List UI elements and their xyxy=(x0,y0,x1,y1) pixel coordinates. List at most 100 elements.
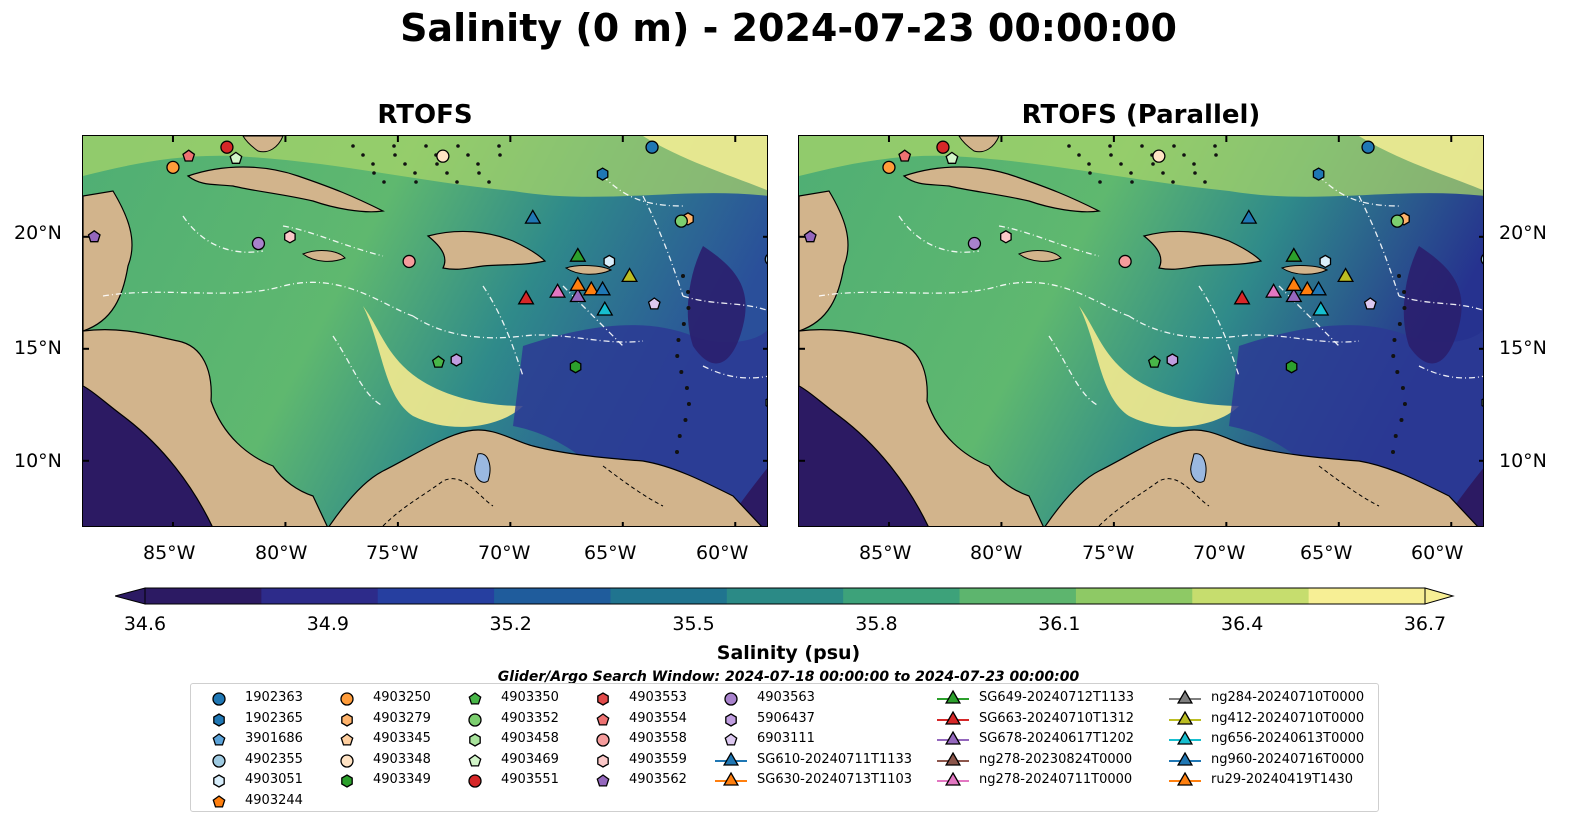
legend-glider-SG649-20240712T1133 xyxy=(944,689,962,704)
cuba-landmass xyxy=(902,166,1101,213)
map-panel-rtofs[interactable] xyxy=(82,135,768,527)
legend-marker-4903554 xyxy=(596,712,610,726)
legend-item-label: SG678-20240617T1202 xyxy=(979,731,1135,746)
florida-landmass xyxy=(242,136,284,153)
legend-item-label: 4903349 xyxy=(373,772,431,787)
legend-item-label: 4903350 xyxy=(501,690,559,705)
legend-marker-6903111 xyxy=(724,733,738,746)
legend-marker-4903458 xyxy=(469,733,481,747)
argo-marker-4903563 xyxy=(251,236,266,251)
central-america-landmass xyxy=(799,329,1044,526)
glider-marker-SG678-20240617T1202 xyxy=(1285,287,1303,303)
legend-item-label: ng284-20240710T0000 xyxy=(1211,690,1365,705)
lat-label-20n-right: 20°N xyxy=(1499,222,1547,244)
legend-item-label: SG649-20240712T1133 xyxy=(979,690,1135,705)
argo-marker-1902363 xyxy=(1361,140,1375,154)
colorbar-tick-label: 36.7 xyxy=(1403,613,1447,635)
panel-title-rtofs-parallel: RTOFS (Parallel) xyxy=(1021,100,1261,130)
pacific-ocean xyxy=(799,386,929,526)
salinity-map-rtofs-parallel[interactable] xyxy=(799,136,1484,527)
legend-item-label: 4903553 xyxy=(629,690,687,705)
argo-marker-4903352 xyxy=(1390,214,1404,228)
legend-glider-SG678-20240617T1202 xyxy=(944,730,962,745)
argo-marker-4903563 xyxy=(967,236,982,251)
legend-glider-SG663-20240710T1312 xyxy=(944,710,962,725)
lat-label-20n-left: 20°N xyxy=(14,222,62,244)
eastern-low-salinity-area xyxy=(513,325,767,526)
argo-marker-4903469 xyxy=(229,151,243,164)
glider-marker-SG610-20240711T1133 xyxy=(1240,209,1258,224)
legend-item-label: 4903244 xyxy=(245,792,303,808)
hispaniola-landmass xyxy=(1142,230,1263,270)
salinity-map-rtofs[interactable] xyxy=(83,136,768,527)
legend-glider-ru29-20240419T1430 xyxy=(1176,771,1194,786)
argo-marker-4903562 xyxy=(803,230,817,243)
colorbar-segment xyxy=(610,588,728,604)
legend-item-label: 3901686 xyxy=(245,731,303,746)
lat-label-15n-right: 15°N xyxy=(1499,337,1547,359)
legend-item-label: SG663-20240710T1312 xyxy=(979,710,1135,726)
glider-marker-ng412-20240710T0000 xyxy=(1337,267,1355,283)
legend-glider-ng278-20240711T0000 xyxy=(944,771,962,786)
legend-item-label: 4903469 xyxy=(501,751,559,767)
colorbar-segment xyxy=(726,588,844,604)
argo-marker-1902363 xyxy=(645,140,659,154)
argo-marker-5906437 xyxy=(450,353,463,367)
legend-glider-ng656-20240613T0000 xyxy=(1176,730,1194,745)
colorbar-tick-label: 35.5 xyxy=(672,613,715,635)
colorbar-tick-label: 36.4 xyxy=(1220,613,1264,635)
argo-marker-4903348 xyxy=(1152,149,1166,163)
glider-marker-SG630-20240713T1103 xyxy=(1298,280,1316,296)
legend-marker-4903350 xyxy=(468,692,482,705)
colorbar-tick-label: 34.9 xyxy=(306,613,349,635)
legend-marker-4903562 xyxy=(596,774,610,787)
lon-label-65w-left: 65°W xyxy=(584,542,637,564)
legend-marker-4903345 xyxy=(340,733,354,746)
argo-marker-4903554 xyxy=(182,149,196,162)
lon-label-70w-right: 70°W xyxy=(1193,542,1246,564)
colorbar-segment xyxy=(494,588,611,604)
legend-marker-5906437 xyxy=(725,712,737,727)
legend-marker-4903559 xyxy=(597,753,609,768)
south-america-landmass xyxy=(328,429,762,526)
colorbar-segment xyxy=(145,588,262,604)
lon-label-85w-left: 85°W xyxy=(143,542,196,564)
legend-marker-4903348 xyxy=(340,753,354,768)
glider-marker-ng656-20240613T0000 xyxy=(596,300,614,316)
argo-marker-4903558 xyxy=(1118,254,1132,269)
lon-label-65w-right: 65°W xyxy=(1300,542,1353,564)
lon-label-75w-left: 75°W xyxy=(366,542,419,564)
legend-marker-4903051 xyxy=(213,774,225,788)
legend-item-label: ng278-20240711T0000 xyxy=(979,772,1133,787)
argo-marker-4903558 xyxy=(402,254,416,269)
colorbar-tick-label: 34.6 xyxy=(123,613,167,635)
argo-marker-4903554 xyxy=(898,149,912,162)
glider-marker-ng960-20240716T0000 xyxy=(594,280,612,296)
colorbar-min-extension xyxy=(115,587,146,605)
legend-item-label: 4903562 xyxy=(629,772,687,787)
legend-marker-4902355 xyxy=(212,753,226,768)
argo-marker-1902365 xyxy=(1312,167,1325,181)
lat-label-10n-right: 10°N xyxy=(1499,450,1547,472)
glider-marker-SG649-20240712T1133 xyxy=(569,247,587,262)
argo-marker-5906437 xyxy=(1166,353,1179,367)
argo-marker-4903458 xyxy=(1481,398,1483,407)
map-panel-rtofs-parallel[interactable] xyxy=(798,135,1484,527)
northern-high-salinity-band xyxy=(83,136,767,197)
legend-glider-ng284-20240710T0000 xyxy=(1176,689,1194,704)
legend-item-label: ng412-20240710T0000 xyxy=(1211,710,1365,726)
lon-label-85w-right: 85°W xyxy=(859,542,912,564)
lat-label-15n-left: 15°N xyxy=(14,337,62,359)
argo-marker-4903352 xyxy=(674,214,688,228)
northern-high-salinity-band xyxy=(799,136,1483,197)
argo-marker-4903559 xyxy=(1000,230,1012,244)
legend-item-label: 4903279 xyxy=(373,710,431,726)
florida-landmass xyxy=(958,136,1000,153)
legend-item-label: 5906437 xyxy=(757,710,815,726)
legend-item-label: 4903348 xyxy=(373,751,431,767)
cuba-landmass xyxy=(186,166,385,213)
lon-label-60w-left: 60°W xyxy=(696,542,749,564)
yucatan-landmass xyxy=(799,190,849,332)
lon-label-60w-right: 60°W xyxy=(1411,542,1464,564)
glider-marker-SG663-20240710T1312 xyxy=(1233,289,1251,305)
